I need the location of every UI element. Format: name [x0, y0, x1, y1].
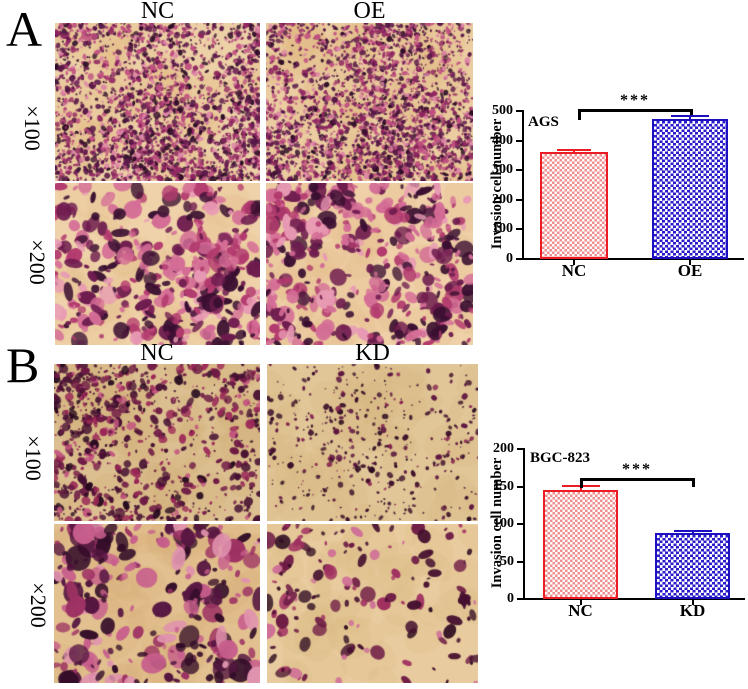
panel-b-letter: B: [6, 337, 40, 393]
micrograph-b-nc-x100: [54, 364, 260, 521]
micrograph-a-oe-x100: [266, 23, 473, 181]
panel-a-row-label-x100: ×100: [20, 105, 45, 151]
bar-oe: [652, 118, 728, 259]
y-tick-mark: [516, 169, 522, 172]
x-axis: [523, 598, 745, 600]
y-tick-label: 100: [492, 221, 513, 237]
bar-nc: [540, 152, 608, 259]
micrograph-a-oe-x200: [266, 183, 473, 345]
panel-a-column-header-oe: OE: [353, 0, 386, 24]
y-tick-label: 300: [492, 162, 513, 178]
y-axis: [522, 110, 524, 260]
x-tick-mark: [579, 600, 582, 605]
error-bar-cap: [673, 529, 712, 533]
x-axis: [522, 258, 744, 260]
x-category-label: NC: [561, 261, 587, 280]
significance-bracket-left-tick: [578, 109, 581, 120]
significance-stars: ***: [622, 461, 652, 478]
panel-b-row-label-x100: ×100: [21, 435, 46, 481]
significance-bracket-right-tick: [692, 478, 695, 487]
significance-bracket: [578, 109, 692, 112]
y-tick-label: 400: [492, 132, 513, 148]
y-tick-label: 150: [493, 478, 514, 494]
error-bar-cap: [671, 114, 709, 118]
x-tick-mark: [573, 260, 575, 265]
bar-chart-bgc823: 0 50 100 150 200 Invasion cell number BGC-823 N…: [488, 430, 748, 630]
y-tick-mark: [516, 258, 522, 260]
micrograph-b-kd-x200: [267, 524, 478, 683]
y-axis: [523, 448, 525, 600]
bar-nc: [543, 490, 618, 599]
bar-chart-ags: 0 100 200 300 400 500 Invasion cell number AGS N…: [488, 84, 748, 296]
y-tick-mark: [516, 139, 522, 142]
y-tick-mark: [517, 523, 523, 525]
panel-a-column-header-nc: NC: [140, 0, 175, 24]
micrograph-a-nc-x100: [55, 23, 260, 181]
y-tick-label: 0: [506, 251, 513, 266]
y-tick-label: 50: [500, 553, 514, 569]
micrograph-b-kd-x100: [267, 364, 478, 521]
panel-a-row-label-x200: ×200: [25, 239, 50, 285]
x-tick-mark: [689, 260, 691, 265]
chart-title: BGC-823: [530, 450, 590, 466]
y-tick-label: 200: [492, 191, 513, 207]
significance-stars: ***: [620, 92, 650, 109]
panel-b-row-label-x200: ×200: [26, 582, 51, 628]
y-tick-mark: [516, 228, 522, 231]
y-tick-mark: [517, 448, 523, 450]
micrograph-a-nc-x200: [55, 183, 260, 345]
error-bar-cap: [557, 148, 591, 152]
x-tick-mark: [691, 600, 694, 605]
panel-b-column-header-kd: KD: [355, 340, 390, 366]
micrograph-b-nc-x200: [54, 524, 260, 683]
chart-title: AGS: [528, 114, 559, 130]
y-tick-label: 100: [493, 516, 514, 531]
y-axis-title: Invasion cell number: [489, 118, 505, 250]
x-category-label: NC: [568, 601, 593, 620]
y-axis-title: Invasion cell number: [489, 457, 505, 589]
y-tick-mark: [516, 110, 522, 112]
x-category-label: KD: [679, 601, 706, 620]
y-tick-label: 200: [493, 441, 514, 456]
y-tick-label: 0: [507, 591, 514, 606]
significance-bracket: [580, 478, 694, 481]
panel-b-column-header-nc: NC: [140, 340, 174, 366]
significance-bracket-right-tick: [690, 109, 693, 115]
bar-kd: [655, 532, 730, 599]
x-category-label: OE: [677, 261, 703, 280]
y-tick-mark: [517, 560, 523, 563]
y-tick-mark: [516, 198, 522, 201]
significance-bracket-left-tick: [580, 478, 583, 488]
y-tick-mark: [517, 598, 523, 600]
y-tick-label: 500: [492, 103, 513, 118]
panel-a-letter: A: [6, 1, 43, 57]
y-tick-mark: [517, 485, 523, 488]
